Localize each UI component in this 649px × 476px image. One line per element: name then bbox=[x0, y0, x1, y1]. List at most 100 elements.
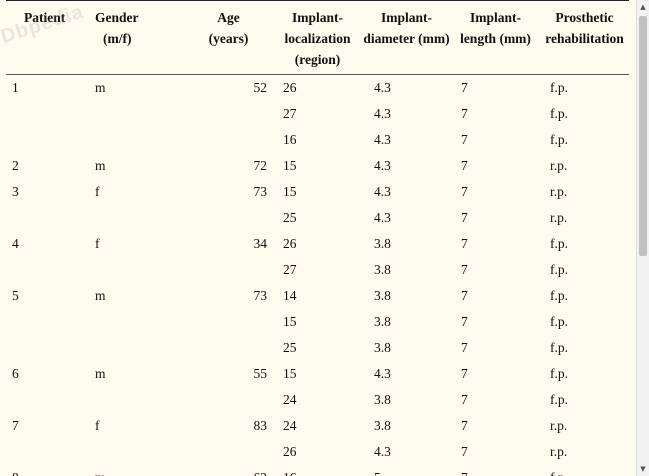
cell-length: 7 bbox=[461, 444, 468, 459]
cell-localization: 25 bbox=[283, 340, 297, 355]
cell-diameter: 5 bbox=[362, 465, 451, 476]
cell-diameter: 3.8 bbox=[374, 314, 391, 329]
cell-localization: 14 bbox=[283, 288, 297, 303]
table-row: 4 f 34 26 3.8 7 f.p. bbox=[6, 231, 629, 257]
cell-diameter: 3.8 bbox=[374, 288, 391, 303]
cell-localization: 26 bbox=[283, 80, 297, 95]
cell-localization: 15 bbox=[283, 366, 297, 381]
cell-gender: m bbox=[95, 288, 106, 303]
header-prosthetic: Prosthetic rehabilitation bbox=[540, 1, 629, 75]
table-row: 6 m 55 15 4.3 7 f.p. bbox=[6, 361, 629, 387]
cell-diameter: 4.3 bbox=[374, 444, 391, 459]
header-localization: Implant-localization (region) bbox=[273, 1, 362, 75]
cell-length: 7 bbox=[461, 314, 468, 329]
cell-age: 73 bbox=[253, 184, 268, 199]
cell-gender bbox=[95, 439, 184, 465]
cell-age: 73 bbox=[253, 288, 268, 303]
cell-prosthetic: f.p. bbox=[550, 80, 568, 95]
cell-diameter: 3.8 bbox=[374, 392, 391, 407]
cell-diameter: 3.8 bbox=[374, 236, 391, 251]
header-gender: Gender (m/f) bbox=[95, 1, 184, 75]
cell-gender bbox=[95, 335, 184, 361]
cell-diameter: 3.8 bbox=[374, 340, 391, 355]
cell-diameter: 4.3 bbox=[374, 184, 391, 199]
cell-gender bbox=[95, 257, 184, 283]
cell-age bbox=[184, 309, 273, 335]
table-header: Patient Gender (m/f) Age (years) Implant-l… bbox=[6, 0, 629, 75]
cell-gender bbox=[95, 387, 184, 413]
cell-localization: 27 bbox=[283, 106, 297, 121]
cell-patient bbox=[6, 101, 95, 127]
cell-prosthetic: f.p. bbox=[550, 392, 568, 407]
cell-prosthetic: f.p. bbox=[550, 262, 568, 277]
cell-diameter: 4.3 bbox=[374, 158, 391, 173]
cell-localization: 26 bbox=[283, 444, 297, 459]
table-row: 27 3.8 7 f.p. bbox=[6, 257, 629, 283]
table-row: 26 4.3 7 r.p. bbox=[6, 439, 629, 465]
cell-prosthetic: r.p. bbox=[550, 158, 568, 173]
cell-age bbox=[184, 205, 273, 231]
cell-gender bbox=[95, 205, 184, 231]
triangle-up-icon[interactable]: ▲ bbox=[640, 3, 646, 11]
cell-age: 34 bbox=[253, 236, 268, 251]
cell-patient bbox=[6, 309, 95, 335]
table-row: 7 f 83 24 3.8 7 r.p. bbox=[6, 413, 629, 439]
table-row: 24 3.8 7 f.p. bbox=[6, 387, 629, 413]
table-row: 25 3.8 7 f.p. bbox=[6, 335, 629, 361]
cell-length: 7 bbox=[461, 132, 468, 147]
cell-localization: 27 bbox=[283, 262, 297, 277]
cell-length: 7 bbox=[461, 158, 468, 173]
cell-diameter: 4.3 bbox=[374, 210, 391, 225]
cell-length: 7 bbox=[461, 366, 468, 381]
cell-patient: 1 bbox=[12, 80, 19, 95]
cell-patient bbox=[6, 387, 95, 413]
cell-patient bbox=[6, 257, 95, 283]
header-length: Implant-length (mm) bbox=[451, 1, 540, 75]
cell-patient bbox=[6, 205, 95, 231]
cell-age bbox=[184, 257, 273, 283]
cell-length: 7 bbox=[461, 418, 468, 433]
cell-prosthetic: r.p. bbox=[550, 418, 568, 433]
cell-age bbox=[184, 387, 273, 413]
cell-diameter: 4.3 bbox=[374, 366, 391, 381]
cell-length: 7 bbox=[461, 340, 468, 355]
table-row: 15 3.8 7 f.p. bbox=[6, 309, 629, 335]
cell-length: 7 bbox=[461, 236, 468, 251]
cell-length: 7 bbox=[461, 288, 468, 303]
cell-prosthetic: f.p. bbox=[550, 340, 568, 355]
cell-age: 83 bbox=[253, 418, 268, 433]
header-diameter: Implant-diameter (mm) bbox=[362, 1, 451, 75]
table-row: 16 4.3 7 f.p. bbox=[6, 127, 629, 153]
cell-gender: m bbox=[95, 80, 106, 95]
cell-gender: f bbox=[95, 184, 100, 199]
cell-prosthetic: r.p. bbox=[550, 210, 568, 225]
cell-patient: 5 bbox=[12, 288, 19, 303]
cell-localization: 15 bbox=[283, 184, 297, 199]
cell-diameter: 4.3 bbox=[374, 132, 391, 147]
table-row: 1 m 52 26 4.3 7 f.p. bbox=[6, 75, 629, 102]
table-row: 27 4.3 7 f.p. bbox=[6, 101, 629, 127]
cell-patient: 7 bbox=[12, 418, 19, 433]
cell-patient bbox=[6, 335, 95, 361]
cell-prosthetic: f.p. bbox=[540, 465, 629, 476]
cell-prosthetic: f.p. bbox=[550, 288, 568, 303]
table-row: 2 m 72 15 4.3 7 r.p. bbox=[6, 153, 629, 179]
scrollbar-thumb[interactable] bbox=[639, 16, 647, 256]
triangle-down-icon[interactable]: ▼ bbox=[640, 465, 646, 473]
cell-gender: f bbox=[95, 236, 100, 251]
implant-table: Patient Gender (m/f) Age (years) Implant-l… bbox=[6, 0, 629, 476]
cell-gender bbox=[95, 127, 184, 153]
cell-localization: 24 bbox=[283, 392, 297, 407]
cell-age: 55 bbox=[253, 366, 268, 381]
cell-diameter: 4.3 bbox=[374, 106, 391, 121]
cell-gender: m bbox=[95, 158, 106, 173]
vertical-scrollbar[interactable]: ▲ ▼ bbox=[636, 0, 649, 476]
cell-prosthetic: f.p. bbox=[550, 314, 568, 329]
table-row: 3 f 73 15 4.3 7 r.p. bbox=[6, 179, 629, 205]
cell-age: 52 bbox=[253, 80, 268, 95]
cell-gender: m bbox=[95, 465, 184, 476]
cell-age: 62 bbox=[184, 465, 273, 476]
cell-age bbox=[184, 127, 273, 153]
cell-localization: 15 bbox=[283, 158, 297, 173]
cell-diameter: 3.8 bbox=[374, 262, 391, 277]
